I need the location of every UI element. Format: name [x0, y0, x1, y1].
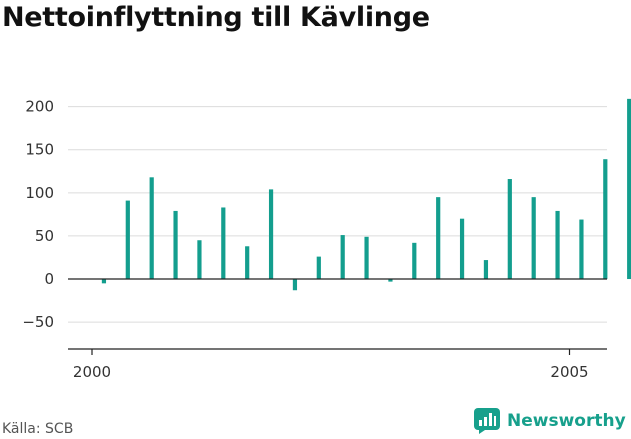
- y-tick-label: 0: [44, 270, 54, 288]
- bar: [221, 207, 226, 280]
- y-tick-label: −50: [22, 313, 54, 331]
- source-note: Källa: SCB: [2, 421, 74, 437]
- y-tick-label: 200: [25, 98, 54, 116]
- bar: [459, 218, 465, 280]
- bar: [149, 177, 154, 280]
- bar: [197, 240, 202, 280]
- bar: [292, 279, 298, 291]
- bar: [603, 159, 608, 280]
- bar: [579, 219, 584, 280]
- bar: [388, 279, 393, 282]
- bar: [627, 98, 631, 280]
- bar: [268, 189, 274, 280]
- y-tick-label: 150: [25, 141, 54, 159]
- x-tick-label: 2000: [73, 363, 111, 381]
- brand-name: Newsworthy: [507, 411, 626, 431]
- bar: [555, 210, 560, 280]
- bar: [101, 279, 107, 284]
- bar: [531, 197, 536, 280]
- newsworthy-logo-icon: [474, 408, 500, 434]
- bar: [364, 236, 369, 280]
- axes: −50050100150200200020052010201520202025: [22, 98, 607, 381]
- x-tick-label: 2005: [550, 363, 588, 381]
- y-tick-label: 50: [35, 227, 54, 245]
- bar: [245, 246, 250, 280]
- gridlines: [68, 106, 607, 323]
- bar-chart: −50050100150200200020052010201520202025: [22, 98, 631, 381]
- bar: [436, 197, 441, 280]
- brand-logo[interactable]: Newsworthy: [474, 408, 626, 434]
- bar: [316, 256, 321, 280]
- bar: [173, 210, 178, 280]
- bar: [340, 235, 345, 280]
- chart-title: Nettoinflyttning till Kävlinge: [2, 2, 430, 33]
- bars: [101, 98, 631, 291]
- bar: [125, 200, 130, 280]
- bar: [483, 260, 489, 280]
- y-tick-label: 100: [25, 184, 54, 202]
- bar: [412, 242, 417, 280]
- bar: [507, 179, 512, 280]
